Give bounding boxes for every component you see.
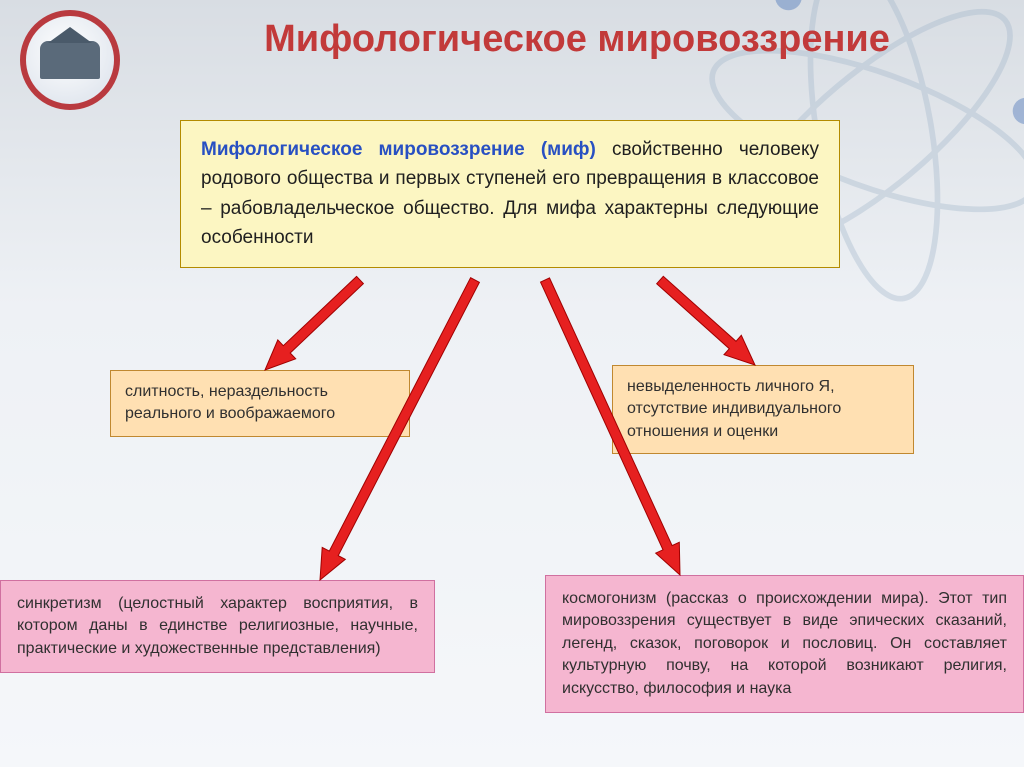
slide-title: Мифологическое мировоззрение bbox=[150, 18, 1004, 61]
feature-box-unity: слитность, нераздельность реального и во… bbox=[110, 370, 410, 437]
feature-box-no-self: невыделенность личного Я, отсутствие инд… bbox=[612, 365, 914, 454]
definition-box: Мифологическое мировоззрение (миф) свойс… bbox=[180, 120, 840, 268]
feature-box-syncretism: синкретизм (целостный характер восприяти… bbox=[0, 580, 435, 673]
arrow bbox=[265, 276, 363, 370]
feature-box-cosmogonism: космогонизм (рассказ о происхождении мир… bbox=[545, 575, 1024, 713]
university-logo bbox=[20, 10, 120, 110]
definition-lead: Мифологическое мировоззрение (миф) bbox=[201, 139, 596, 160]
